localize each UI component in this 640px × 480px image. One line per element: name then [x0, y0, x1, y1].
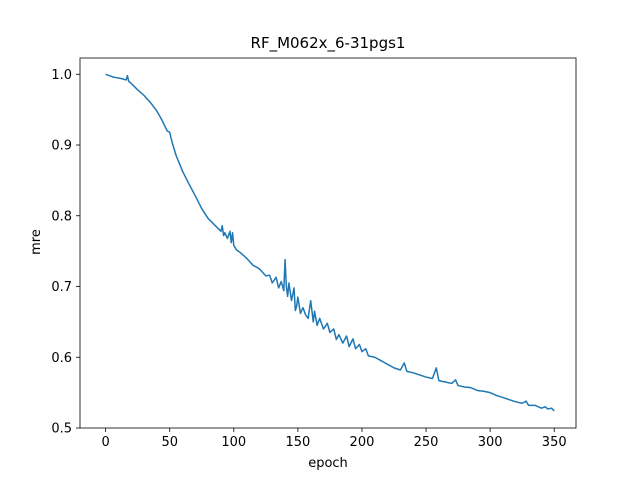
- y-tick-label: 1.0: [51, 68, 72, 83]
- x-tick-label: 300: [478, 435, 503, 450]
- x-tick-label: 50: [161, 435, 178, 450]
- y-axis-label: mre: [29, 229, 44, 255]
- plot-area: 0 50 100 150 200 250 300 350 0.5 0.6 0.7 0.8 0.9 1.0: [51, 57, 577, 450]
- chart-title: RF_M062x_6-31pgs1: [251, 34, 406, 53]
- x-tick-label: 200: [350, 435, 375, 450]
- x-tick-label: 350: [542, 435, 567, 450]
- plot-frame: [79, 57, 577, 429]
- y-tick-label: 0.7: [51, 280, 72, 295]
- series-line-0: [105, 73, 555, 412]
- x-tick-label: 0: [101, 435, 109, 450]
- y-tick-label: 0.8: [51, 209, 72, 224]
- x-tick-label: 150: [285, 435, 310, 450]
- x-axis-label: epoch: [308, 456, 348, 471]
- x-tick-label: 250: [414, 435, 439, 450]
- y-tick-label: 0.5: [51, 422, 72, 437]
- x-tick-label: 100: [221, 435, 246, 450]
- y-tick-label: 0.9: [51, 139, 72, 154]
- y-tick-label: 0.6: [51, 351, 72, 366]
